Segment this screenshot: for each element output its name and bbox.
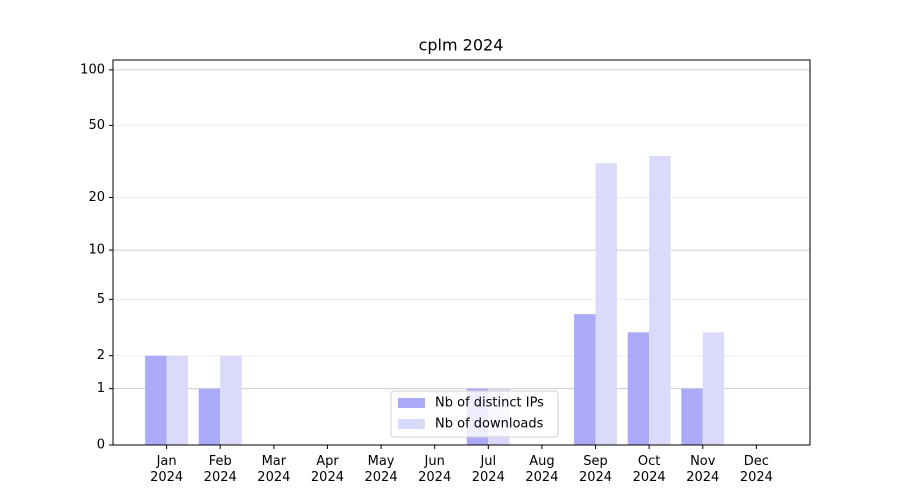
legend-box bbox=[390, 390, 559, 438]
x-tick-label: Aug 2024 bbox=[525, 454, 558, 485]
x-tick-label: May 2024 bbox=[365, 454, 398, 485]
bar bbox=[220, 355, 242, 445]
x-tick-label: Feb 2024 bbox=[204, 454, 237, 485]
bar bbox=[145, 355, 167, 445]
x-tick-label: Jul 2024 bbox=[472, 454, 505, 485]
y-tick-label: 2 bbox=[97, 348, 105, 363]
legend-label: Nb of distinct IPs bbox=[435, 396, 544, 411]
x-tick-label: Mar 2024 bbox=[257, 454, 290, 485]
bar bbox=[574, 314, 596, 445]
chart-title: cplm 2024 bbox=[419, 36, 504, 55]
legend-swatch bbox=[398, 419, 425, 429]
x-tick-label: Jan 2024 bbox=[150, 454, 183, 485]
y-tick-label: 0 bbox=[97, 438, 105, 453]
legend-swatch bbox=[398, 398, 425, 408]
bar bbox=[595, 163, 617, 445]
x-tick-label: Sep 2024 bbox=[579, 454, 612, 485]
bar bbox=[649, 155, 671, 446]
x-tick-label: Oct 2024 bbox=[633, 454, 666, 485]
bar bbox=[198, 388, 221, 445]
bar bbox=[702, 332, 725, 445]
y-tick-label: 100 bbox=[80, 62, 105, 77]
y-tick-label: 5 bbox=[97, 292, 105, 307]
bar bbox=[627, 332, 650, 445]
x-tick-label: Apr 2024 bbox=[311, 454, 344, 485]
bar bbox=[681, 388, 703, 445]
bar bbox=[166, 355, 189, 445]
legend-label: Nb of downloads bbox=[435, 417, 544, 432]
y-tick-label: 1 bbox=[97, 381, 105, 396]
y-tick-label: 50 bbox=[88, 118, 105, 133]
x-tick-label: Nov 2024 bbox=[686, 454, 719, 485]
x-tick-label: Dec 2024 bbox=[740, 454, 773, 485]
x-tick-label: Jun 2024 bbox=[418, 454, 451, 485]
y-tick-label: 10 bbox=[88, 243, 105, 258]
plot-frame bbox=[112, 59, 811, 446]
y-tick-label: 20 bbox=[88, 190, 105, 205]
